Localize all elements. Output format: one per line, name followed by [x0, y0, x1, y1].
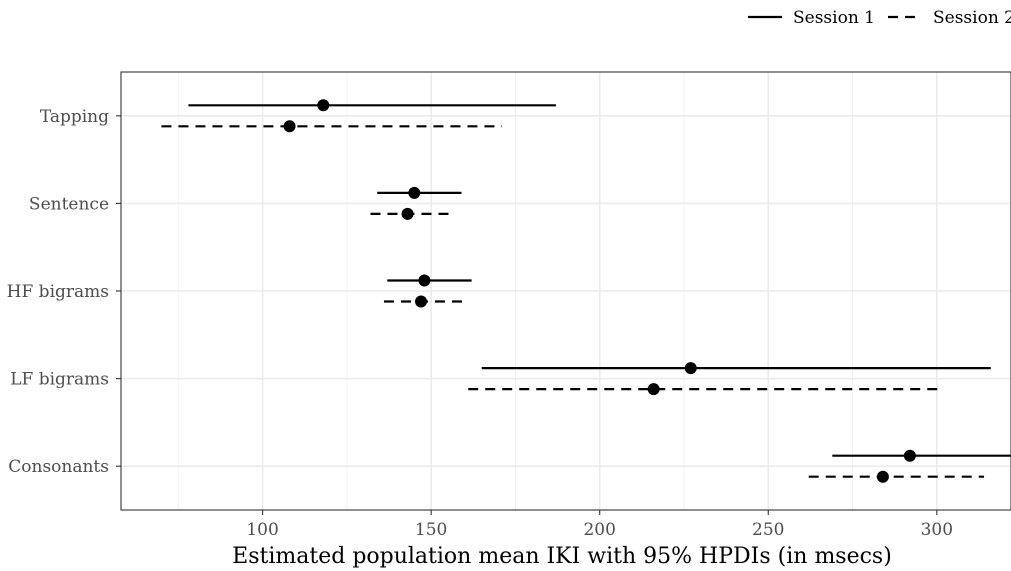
axis-layer: 100 150 200 250 300 Tapping Sentence HF bigrams… [7, 107, 953, 540]
marks-layer [161, 99, 1011, 483]
mean-point [418, 274, 431, 287]
x-axis-title: Estimated population mean IKI with 95% H… [232, 544, 892, 569]
y-tick-label: Consonants [8, 457, 109, 477]
grid-layer [121, 72, 1011, 510]
mean-point [903, 449, 916, 462]
y-tick-label: Sentence [29, 194, 109, 214]
legend: Session 1 Session 2 [748, 8, 1011, 28]
mean-point [415, 295, 428, 308]
x-tick-label: 300 [921, 520, 953, 540]
y-tick-label: HF bigrams [7, 282, 109, 302]
x-tick-label: 200 [583, 520, 615, 540]
mean-point [317, 99, 330, 112]
y-tick-label: LF bigrams [10, 370, 109, 390]
mean-point [876, 470, 889, 483]
mean-point [401, 207, 414, 220]
mean-point [283, 120, 296, 133]
legend-label: Session 2 [933, 8, 1011, 28]
y-tick-label: Tapping [40, 107, 109, 127]
x-tick-label: 100 [246, 520, 278, 540]
x-tick-label: 250 [752, 520, 784, 540]
mean-point [647, 383, 660, 396]
mean-point [684, 362, 697, 375]
x-tick-label: 150 [415, 520, 447, 540]
legend-label: Session 1 [793, 8, 875, 28]
mean-point [408, 186, 421, 199]
